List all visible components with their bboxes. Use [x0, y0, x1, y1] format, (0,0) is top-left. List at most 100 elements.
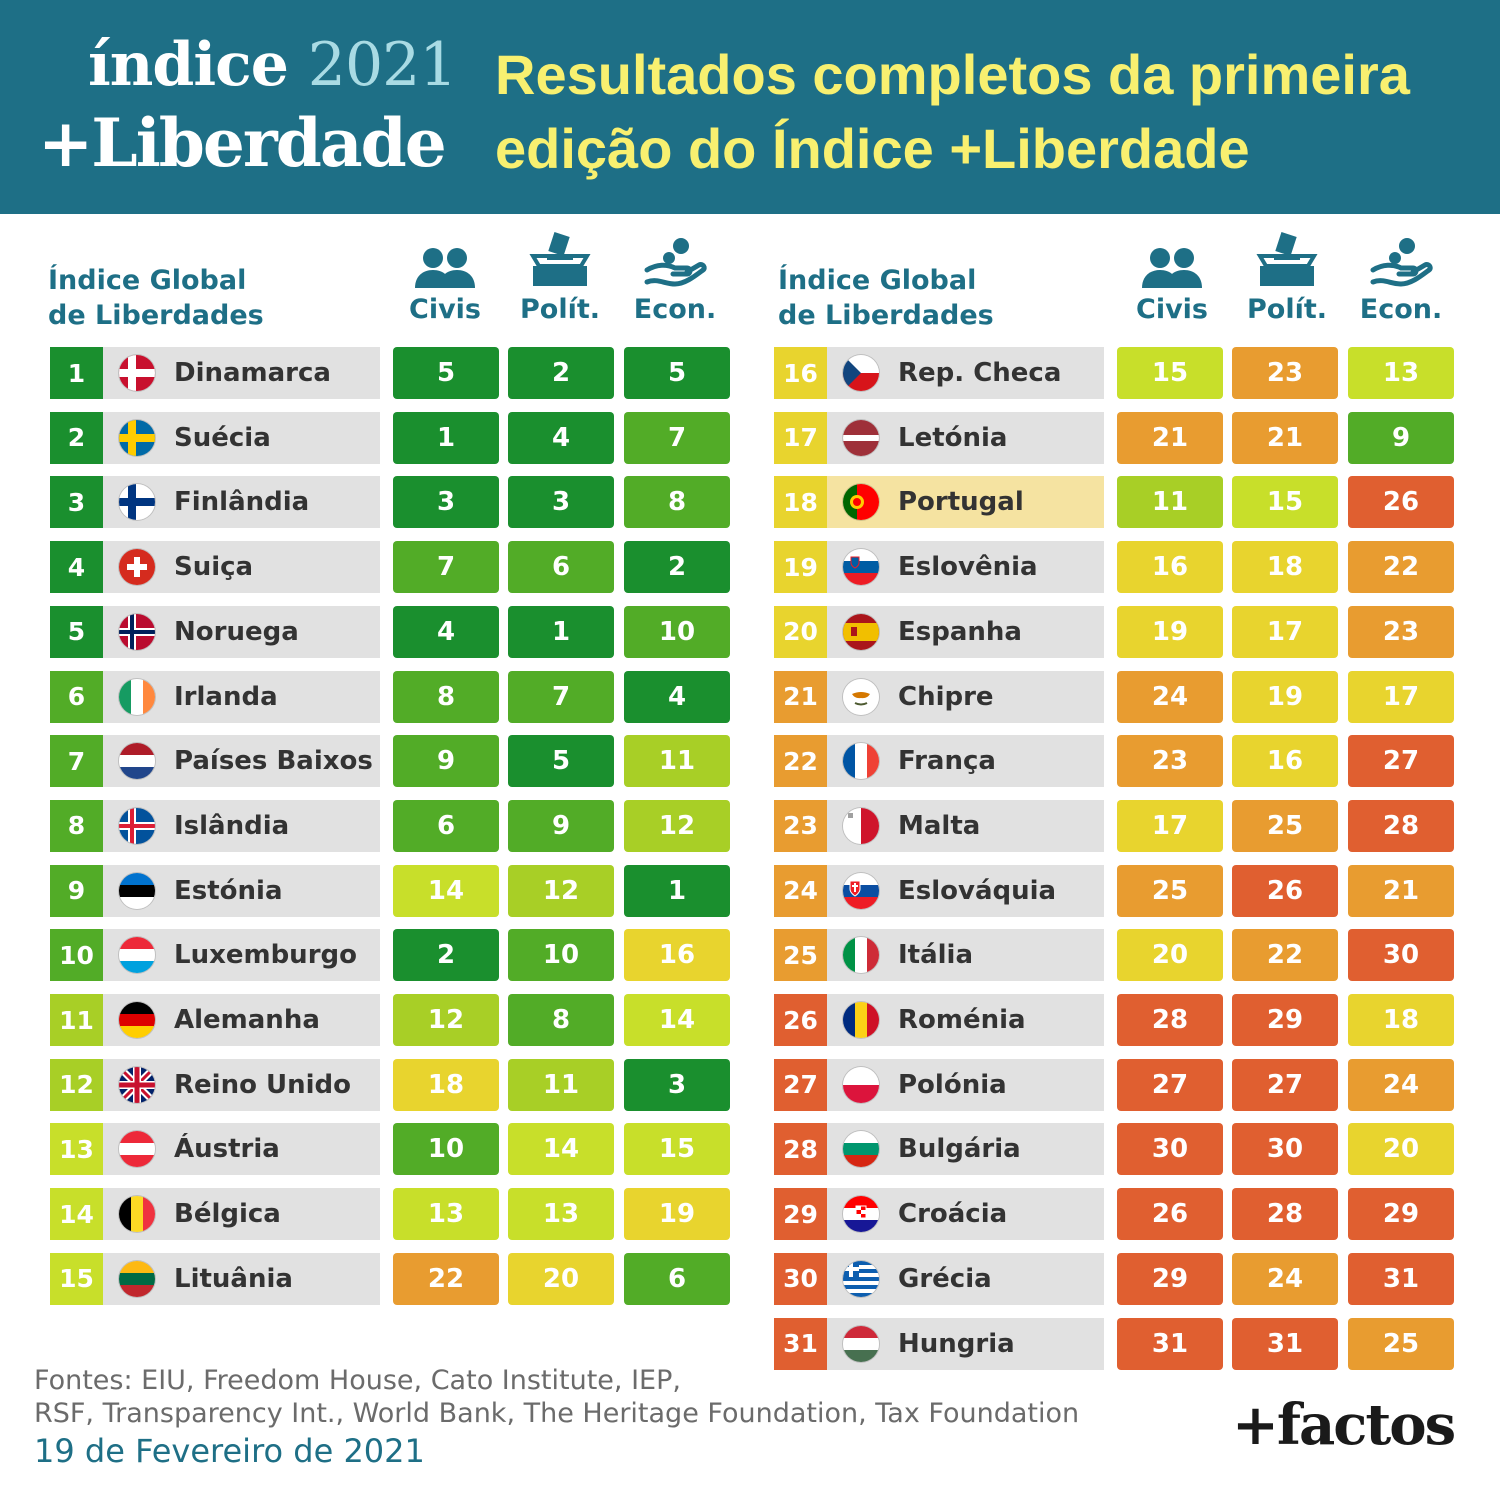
column-header-label: Polít.	[1246, 294, 1327, 325]
rank-badge: 13	[50, 1123, 103, 1176]
country-name: Itália	[898, 940, 974, 971]
country-cell: Chipre	[827, 670, 1104, 723]
flag-pl-icon	[843, 1066, 879, 1103]
score-civis: 19	[1117, 605, 1223, 658]
table-row: 13 Áustria 10 14 15	[50, 1123, 740, 1176]
table-row: 19 Eslovênia 16 18 22	[774, 541, 1464, 594]
column-header-label: Econ.	[633, 294, 717, 325]
country-cell: Estónia	[103, 864, 380, 917]
sources-note: Fontes: EIU, Freedom House, Cato Institu…	[34, 1364, 1079, 1430]
score-econ: 24	[1348, 1058, 1454, 1111]
flag-fr-icon	[843, 743, 879, 780]
flag-hr-icon	[843, 1196, 879, 1233]
score-civis: 1	[393, 411, 499, 464]
country-cell: Países Baixos	[103, 735, 380, 788]
country-name: Polónia	[898, 1069, 1007, 1100]
score-civis: 3	[393, 476, 499, 529]
score-civis: 11	[1117, 476, 1223, 529]
score-econ: 12	[624, 799, 730, 852]
country-cell: Finlândia	[103, 476, 380, 529]
country-cell: Islândia	[103, 799, 380, 852]
rank-badge: 8	[50, 799, 103, 852]
flag-is-icon	[119, 807, 155, 844]
flag-ie-icon	[119, 678, 155, 715]
country-cell: França	[827, 735, 1104, 788]
country-cell: Suécia	[103, 411, 380, 464]
flag-ro-icon	[843, 1002, 879, 1038]
score-civis: 31	[1117, 1317, 1223, 1370]
table-row: 30 Grécia 29 24 31	[774, 1252, 1464, 1305]
score-econ: 7	[624, 411, 730, 464]
column-header-label: Civis	[409, 294, 481, 325]
country-name: Lituânia	[174, 1263, 293, 1294]
flag-it-icon	[843, 937, 879, 974]
sources-line-2: RSF, Transparency Int., World Bank, The …	[34, 1398, 1080, 1429]
score-civis: 16	[1117, 541, 1223, 594]
column-header-civis: Civis	[390, 246, 500, 325]
rank-badge: 17	[774, 411, 827, 464]
rank-badge: 4	[50, 541, 103, 594]
country-name: Irlanda	[174, 681, 278, 712]
rank-badge: 19	[774, 541, 827, 594]
score-polit: 31	[1232, 1317, 1338, 1370]
rank-badge: 30	[774, 1252, 827, 1305]
country-name: Bulgária	[898, 1134, 1021, 1165]
country-name: Alemanha	[174, 1005, 320, 1035]
right-table-title: Índice Global de Liberdades	[778, 263, 994, 333]
score-econ: 30	[1348, 929, 1454, 982]
score-civis: 25	[1117, 864, 1223, 917]
country-cell: Dinamarca	[103, 347, 380, 399]
table-row: 29 Croácia 26 28 29	[774, 1188, 1464, 1241]
country-name: Grécia	[898, 1263, 992, 1294]
column-header-polit: Polít.	[1232, 232, 1342, 325]
score-civis: 4	[393, 605, 499, 658]
score-econ: 25	[1348, 1317, 1454, 1370]
country-name: Noruega	[174, 616, 299, 647]
score-polit: 1	[508, 605, 614, 658]
score-civis: 28	[1117, 994, 1223, 1046]
score-econ: 9	[1348, 411, 1454, 464]
score-civis: 13	[393, 1188, 499, 1241]
flag-se-icon	[119, 419, 155, 456]
header-banner: índice 2021 +Liberdade Resultados comple…	[0, 0, 1500, 214]
table-row: 10 Luxemburgo 2 10 16	[50, 929, 740, 982]
flag-sk-icon	[843, 872, 879, 909]
country-name: Eslovênia	[898, 552, 1038, 583]
score-civis: 30	[1117, 1123, 1223, 1176]
score-polit: 28	[1232, 1188, 1338, 1241]
score-civis: 24	[1117, 670, 1223, 723]
score-civis: 17	[1117, 799, 1223, 852]
flag-fi-icon	[119, 484, 155, 521]
column-header-label: Polít.	[519, 294, 600, 325]
table-row: 7 Países Baixos 9 5 11	[50, 735, 740, 788]
country-name: Dinamarca	[174, 358, 331, 388]
flag-bg-icon	[843, 1131, 879, 1168]
logo-name: +Liberdade	[38, 104, 447, 182]
flag-es-icon	[843, 613, 879, 650]
flag-dk-icon	[119, 355, 155, 391]
country-name: Hungria	[898, 1328, 1015, 1359]
flag-cy-icon	[843, 678, 879, 715]
page-title: Resultados completos da primeira edição …	[495, 43, 1410, 180]
country-cell: Bulgária	[827, 1123, 1104, 1176]
flag-si-icon	[843, 549, 879, 586]
rank-badge: 5	[50, 605, 103, 658]
score-polit: 15	[1232, 476, 1338, 529]
column-header-econ: Econ.	[1346, 236, 1456, 325]
column-header-polit: Polít.	[505, 232, 615, 325]
flag-ch-icon	[119, 549, 155, 586]
score-polit: 27	[1232, 1058, 1338, 1111]
flag-gr-icon	[843, 1260, 879, 1297]
rank-badge: 14	[50, 1188, 103, 1241]
rank-badge: 20	[774, 605, 827, 658]
table-row: 1 Dinamarca 5 2 5	[50, 347, 740, 399]
table-row: 11 Alemanha 12 8 14	[50, 994, 740, 1046]
table-title-line-1: Índice Global	[48, 265, 247, 296]
table-row: 9 Estónia 14 12 1	[50, 864, 740, 917]
flag-pt-icon	[843, 484, 879, 521]
flag-be-icon	[119, 1196, 155, 1233]
country-cell: Croácia	[827, 1188, 1104, 1241]
score-polit: 9	[508, 799, 614, 852]
table-row: 16 Rep. Checa 15 23 13	[774, 347, 1464, 399]
score-polit: 7	[508, 670, 614, 723]
